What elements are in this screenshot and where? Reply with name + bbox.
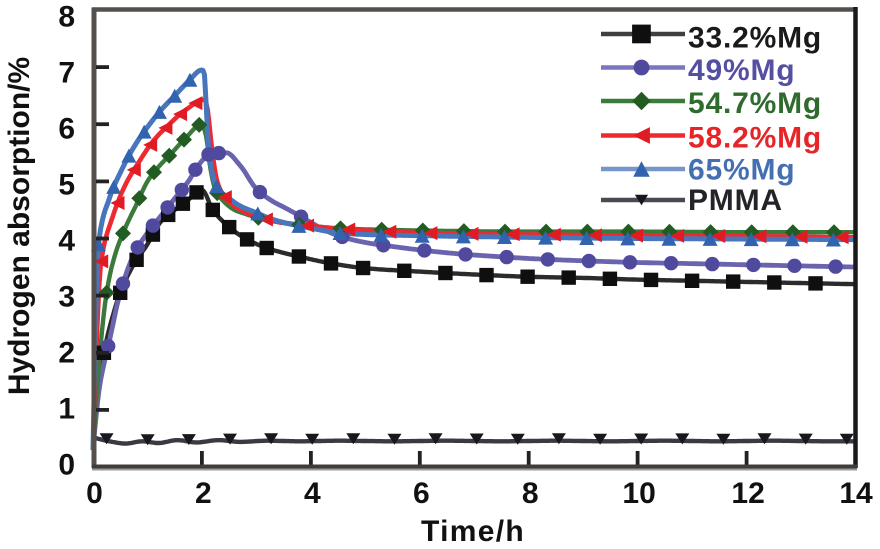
svg-text:PMMA: PMMA [688,184,783,217]
svg-text:33.2%Mg: 33.2%Mg [688,22,822,55]
svg-text:49%Mg: 49%Mg [688,54,795,87]
svg-text:7: 7 [58,57,75,90]
svg-text:1: 1 [58,392,75,425]
svg-text:65%Mg: 65%Mg [688,154,795,187]
svg-text:4: 4 [304,477,321,510]
svg-text:8: 8 [522,477,539,510]
svg-text:12: 12 [731,477,764,510]
svg-text:58.2%Mg: 58.2%Mg [688,122,822,155]
svg-text:0: 0 [58,448,75,481]
svg-text:2: 2 [58,336,75,369]
svg-text:5: 5 [58,169,75,202]
svg-text:4: 4 [58,225,75,258]
svg-text:3: 3 [58,281,75,314]
svg-text:2: 2 [195,477,212,510]
svg-text:Hydrogen absorption/%: Hydrogen absorption/% [3,57,36,395]
svg-text:0: 0 [86,477,103,510]
svg-text:10: 10 [622,477,655,510]
svg-text:6: 6 [413,477,430,510]
svg-text:Time/h: Time/h [421,515,525,544]
svg-text:6: 6 [58,113,75,146]
svg-text:54.7%Mg: 54.7%Mg [688,87,822,120]
svg-text:14: 14 [839,477,873,510]
svg-text:8: 8 [58,1,75,34]
